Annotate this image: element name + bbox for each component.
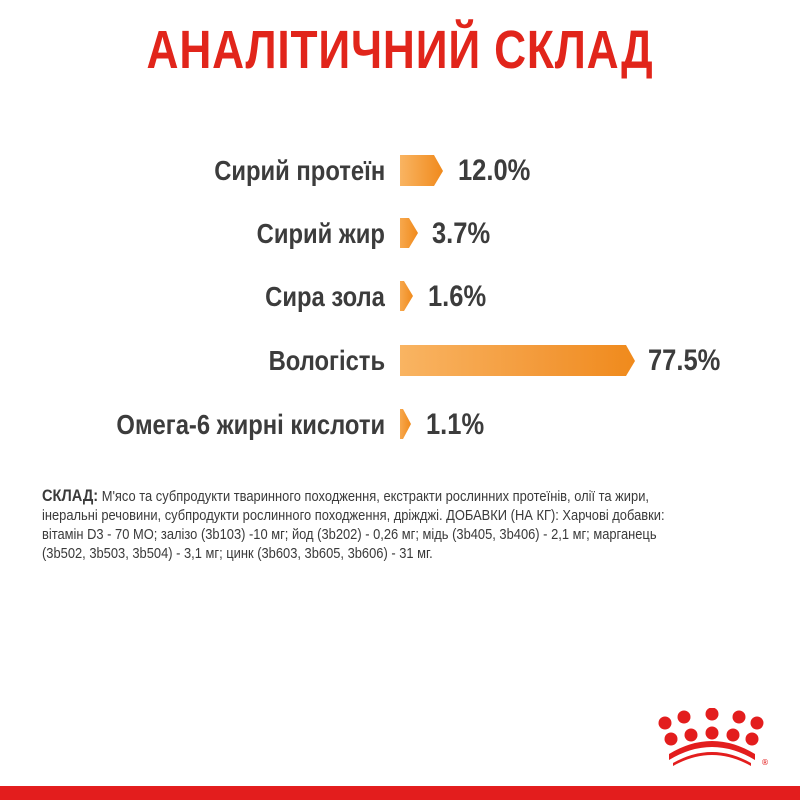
crown-logo-icon: ® [658, 708, 769, 767]
chart-row-protein: Сирий протеїн 12.0% [0, 155, 800, 187]
bar-fat [400, 218, 418, 248]
chart-row-ash: Сира зола 1.6% [0, 281, 800, 313]
row-label: Сирий протеїн [213, 155, 385, 186]
page-title: АНАЛІТИЧНИЙ СКЛАД [146, 20, 654, 80]
bar-moisture [400, 345, 635, 376]
bar-omega6 [400, 409, 411, 439]
chart-row-fat: Сирий жир 3.7% [0, 218, 800, 250]
row-value: 1.6% [428, 280, 487, 313]
row-value: 77.5% [648, 344, 721, 377]
composition-body: М'ясо та субпродукти тваринного походжен… [42, 488, 665, 562]
composition-text: СКЛАД: М'ясо та субпродукти тваринного п… [42, 486, 696, 563]
chart-row-omega6: Омега-6 жирні кислоти 1.1% [0, 409, 800, 441]
composition-heading: СКЛАД: [42, 486, 99, 505]
row-label: Сирий жир [256, 218, 385, 249]
footer-brand-bar [0, 786, 800, 800]
bar-ash [400, 281, 413, 311]
registered-mark: ® [761, 758, 769, 767]
bar-protein [400, 155, 443, 186]
row-label: Вологість [268, 345, 385, 376]
row-value: 1.1% [426, 408, 485, 441]
row-value: 12.0% [458, 154, 531, 187]
row-label: Сира зола [265, 281, 385, 312]
row-value: 3.7% [432, 217, 491, 250]
row-label: Омега-6 жирні кислоти [116, 409, 385, 440]
chart-row-moisture: Вологість 77.5% [0, 345, 800, 377]
